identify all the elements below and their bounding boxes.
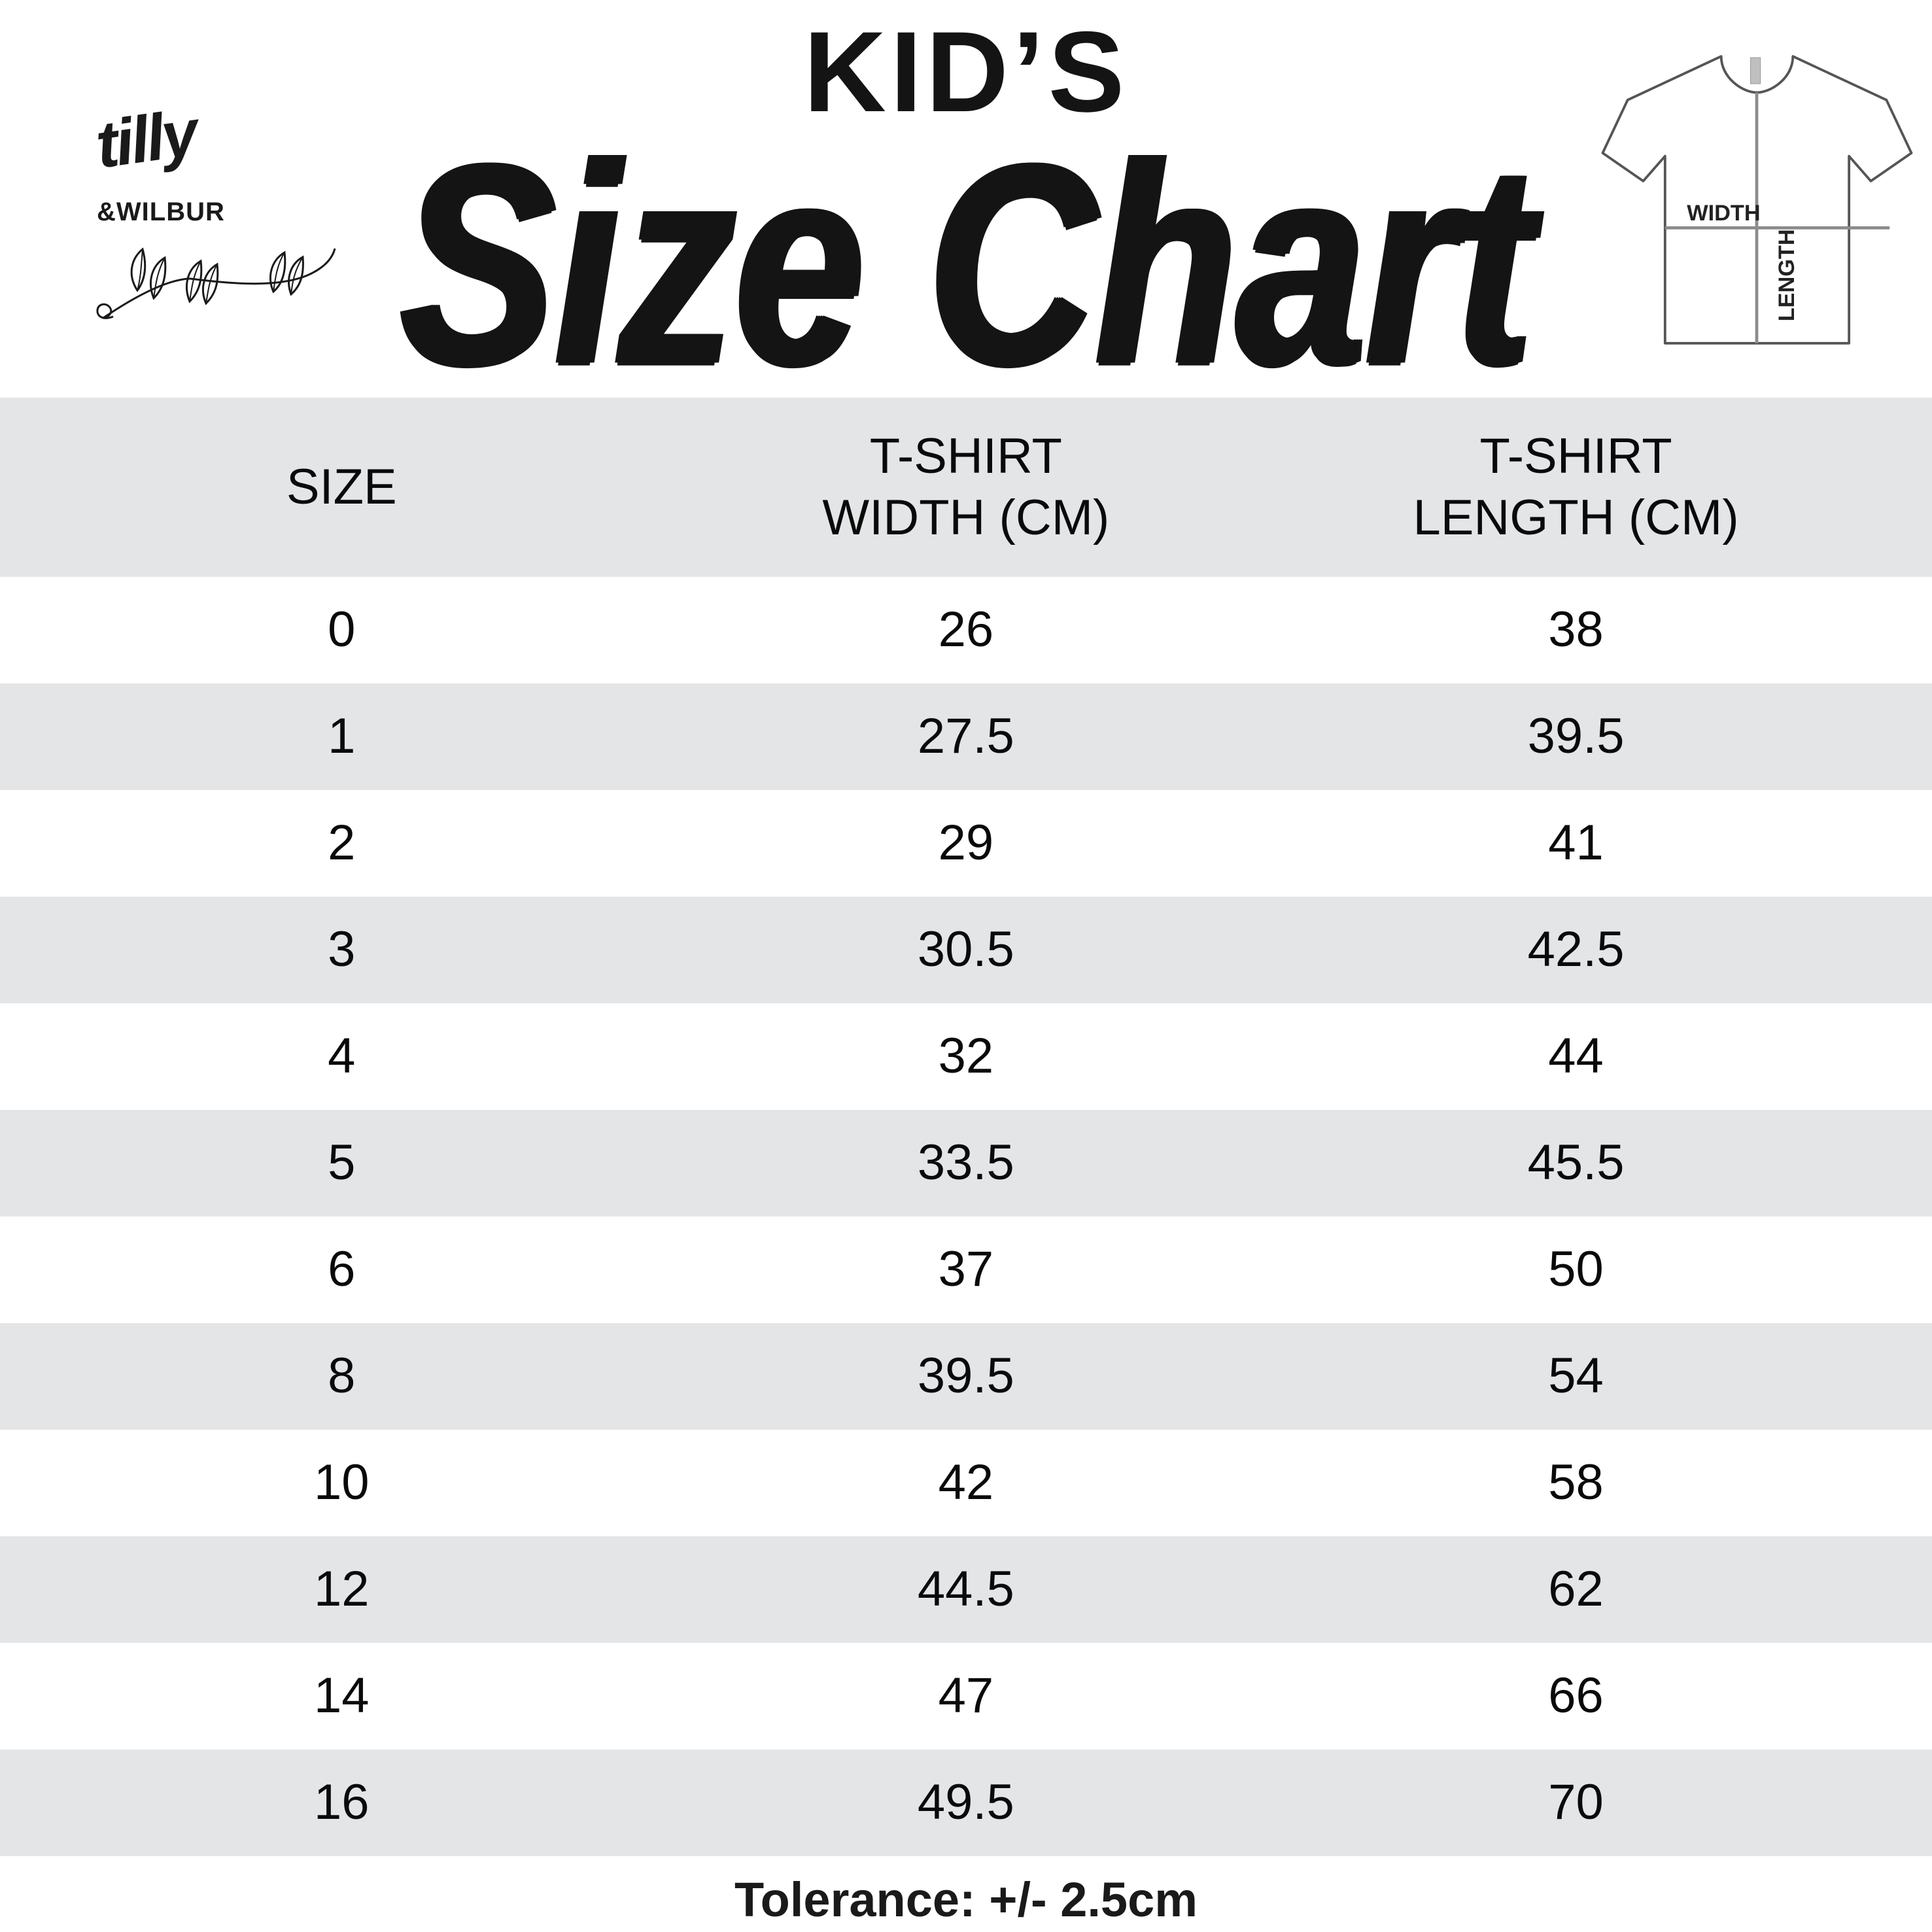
svg-text:LENGTH: LENGTH (1774, 229, 1799, 321)
svg-text:WIDTH: WIDTH (1687, 201, 1761, 226)
